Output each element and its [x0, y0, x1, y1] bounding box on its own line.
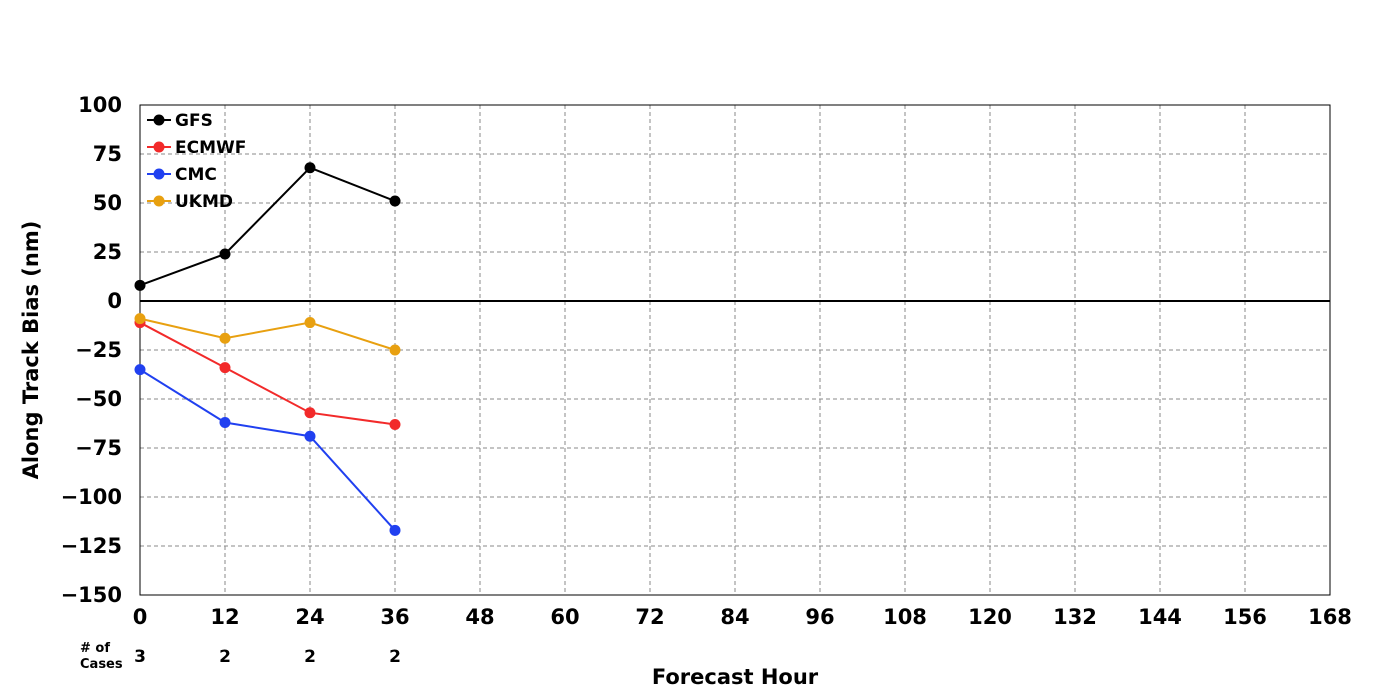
- x-tick-label: 24: [295, 605, 324, 629]
- point-gfs: [389, 195, 401, 207]
- y-tick-label: −150: [61, 583, 122, 607]
- point-ecmwf: [389, 418, 401, 430]
- series: [134, 162, 401, 536]
- legend-marker-gfs: [153, 114, 165, 126]
- x-axis-title: Forecast Hour: [652, 665, 819, 689]
- cases-value: 2: [219, 647, 231, 667]
- x-tick-label: 48: [465, 605, 494, 629]
- x-tick-label: 132: [1053, 605, 1097, 629]
- point-gfs: [219, 248, 231, 260]
- x-tick-label: 36: [380, 605, 409, 629]
- point-ukmd: [304, 317, 316, 329]
- x-tick-label: 144: [1138, 605, 1182, 629]
- y-tick-label: 50: [93, 191, 122, 215]
- y-tick-label: −125: [61, 534, 122, 558]
- y-tick-label: −25: [75, 338, 122, 362]
- point-ukmd: [219, 332, 231, 344]
- legend-label-ecmwf: ECMWF: [175, 138, 246, 158]
- legend-marker-ukmd: [153, 195, 165, 207]
- cases-row: # of Cases 3 2 2 2: [80, 641, 401, 672]
- x-tick-label: 0: [133, 605, 148, 629]
- grid: [140, 105, 1330, 595]
- cases-value: 2: [304, 647, 316, 667]
- y-tick-label: 100: [78, 93, 122, 117]
- point-cmc: [134, 364, 146, 376]
- legend: GFS ECMWF CMC UKMD: [147, 111, 246, 212]
- y-tick-labels: 100 75 50 25 0 −25 −50 −75 −100 −125 −150: [61, 93, 122, 607]
- cases-value: 2: [389, 647, 401, 667]
- x-tick-label: 72: [635, 605, 664, 629]
- point-ukmd: [389, 344, 401, 356]
- legend-label-ukmd: UKMD: [175, 192, 233, 212]
- series-line-ukmd: [139, 317, 396, 351]
- x-tick-label: 84: [720, 605, 749, 629]
- y-tick-label: −100: [61, 485, 122, 509]
- x-tick-label: 60: [550, 605, 579, 629]
- y-tick-label: −50: [75, 387, 122, 411]
- x-tick-label: 168: [1308, 605, 1352, 629]
- plot-frame: [139, 104, 1331, 596]
- point-cmc: [389, 524, 401, 536]
- y-tick-label: 75: [93, 142, 122, 166]
- point-cmc: [304, 430, 316, 442]
- legend-label-cmc: CMC: [175, 165, 217, 185]
- legend-marker-ecmwf: [153, 141, 165, 153]
- cases-value: 3: [134, 647, 146, 667]
- x-tick-label: 96: [805, 605, 834, 629]
- x-tick-labels: 0 12 24 36 48 60 72 84 96 108 120 132 144 156 168: [133, 605, 1352, 629]
- y-tick-label: −75: [75, 436, 122, 460]
- point-ukmd: [134, 313, 146, 325]
- y-axis-title: Along Track Bias (nm): [19, 221, 43, 480]
- series-line-ecmwf: [139, 321, 396, 426]
- y-tick-label: 25: [93, 240, 122, 264]
- cases-label-line2: Cases: [80, 657, 123, 672]
- x-tick-label: 12: [210, 605, 239, 629]
- x-tick-label: 156: [1223, 605, 1267, 629]
- cases-label-line1: # of: [80, 641, 110, 656]
- series-line-cmc: [139, 368, 396, 531]
- legend-label-gfs: GFS: [175, 111, 213, 131]
- legend-marker-cmc: [153, 168, 165, 180]
- point-ecmwf: [219, 362, 231, 374]
- point-ecmwf: [304, 407, 316, 419]
- x-tick-label: 108: [883, 605, 927, 629]
- point-gfs: [304, 162, 316, 174]
- point-cmc: [219, 417, 231, 429]
- series-line-gfs: [139, 166, 396, 287]
- point-gfs: [134, 279, 146, 291]
- x-tick-label: 120: [968, 605, 1012, 629]
- y-tick-label: 0: [107, 289, 122, 313]
